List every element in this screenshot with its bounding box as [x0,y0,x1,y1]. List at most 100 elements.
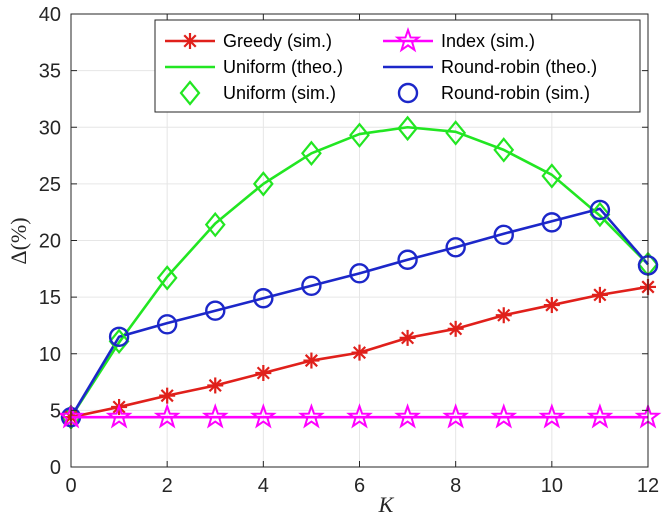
y-tick-label: 10 [39,344,61,366]
marker-stroke [160,389,174,403]
data-point [108,326,130,347]
x-tick-label: 12 [637,475,659,497]
y-tick-label: 15 [39,287,61,309]
data-point [346,403,373,429]
data-point [493,137,515,163]
data-point [301,275,322,296]
data-point [591,286,608,303]
data-point [586,403,614,429]
marker-stroke [593,288,607,302]
legend-label: Round-robin (sim.) [441,83,590,103]
data-point [201,403,229,429]
data-point [399,329,416,346]
marker-stroke [304,354,318,368]
data-point [105,403,133,429]
x-tick-label: 0 [65,475,76,497]
legend-item-round-robin-sim: Round-robin (sim.) [397,82,590,104]
y-tick-label: 40 [39,4,61,26]
series-line [69,207,649,418]
data-point [252,171,274,197]
y-tick-label: 20 [39,231,61,253]
data-point [204,211,226,238]
axes [70,13,649,468]
data-point [541,212,563,233]
data-point [156,314,178,335]
y-tick-label: 30 [39,117,61,139]
marker-stroke [449,322,463,336]
legend-item-uniform-theo: Uniform (theo.) [165,57,343,77]
data-point [397,249,418,270]
data-point [397,115,419,142]
marker-stroke [352,346,367,360]
legend: Greedy (sim.) Index (sim.) Uniform (theo.)… [154,19,641,113]
legend-item-round-robin-theo: Round-robin (theo.) [383,57,597,77]
marker-stroke [256,366,270,380]
legend-label: Greedy (sim.) [223,31,332,51]
data-point [589,201,611,228]
data-point [541,163,563,189]
data-point [394,403,421,429]
data-point [447,320,464,337]
data-point [351,344,368,361]
legend-marker [179,80,201,106]
series-greedy-sim [63,278,656,426]
series-line [69,125,649,418]
legend-marker [397,82,419,104]
y-axis-label: Δ(%) [6,217,31,264]
data-point [303,352,320,369]
x-tick-label: 4 [258,475,269,497]
series-layer [57,115,662,430]
data-point [495,307,512,324]
legend-label: Round-robin (theo.) [441,57,597,77]
data-point [589,199,611,221]
marker-stroke [545,298,559,312]
marker-stroke [183,34,197,48]
data-point [543,297,560,314]
marker-stroke [401,331,415,345]
data-point [156,265,178,291]
data-point [538,403,566,429]
series-round-robin-sim [60,199,659,428]
legend-item-index-sim: Index (sim.) [383,26,535,53]
series-round-robin-theo [69,207,649,418]
y-tick-label: 25 [39,174,61,196]
y-tick-label: 5 [50,400,61,422]
data-point [493,224,514,246]
data-point [298,403,325,429]
data-point [445,120,467,146]
data-point [349,263,370,284]
data-point [153,403,181,429]
x-tick-label: 2 [162,475,173,497]
data-point [205,300,226,321]
series-uniform-theo [69,125,649,418]
marker-stroke [208,378,222,392]
legend-label: Uniform (sim.) [223,83,336,103]
data-point [249,403,277,429]
data-point [255,365,272,382]
data-point [490,403,518,429]
x-axis-label: K [378,492,395,517]
data-point [300,140,322,167]
legend-marker [182,33,198,49]
marker-stroke [497,308,511,322]
tick-labels: 0 2 4 6 8 10 12 0 5 10 15 20 25 30 35 40 [39,4,659,497]
data-point [108,328,130,355]
y-tick-label: 35 [39,61,61,83]
x-tick-label: 6 [354,475,365,497]
legend-item-uniform-sim: Uniform (sim.) [179,80,336,106]
x-tick-label: 10 [541,475,563,497]
data-point [445,237,466,258]
y-tick-label: 0 [50,457,61,479]
legend-label: Index (sim.) [441,31,535,51]
data-point [442,403,470,429]
x-tick-label: 8 [450,475,461,497]
legend-label: Uniform (theo.) [223,57,343,77]
data-point [349,122,370,148]
legend-marker [394,26,422,53]
data-point [253,288,274,309]
data-point [159,387,176,404]
data-point [207,377,224,394]
legend-item-greedy-sim: Greedy (sim.) [165,31,332,51]
series-index-sim [57,403,662,429]
